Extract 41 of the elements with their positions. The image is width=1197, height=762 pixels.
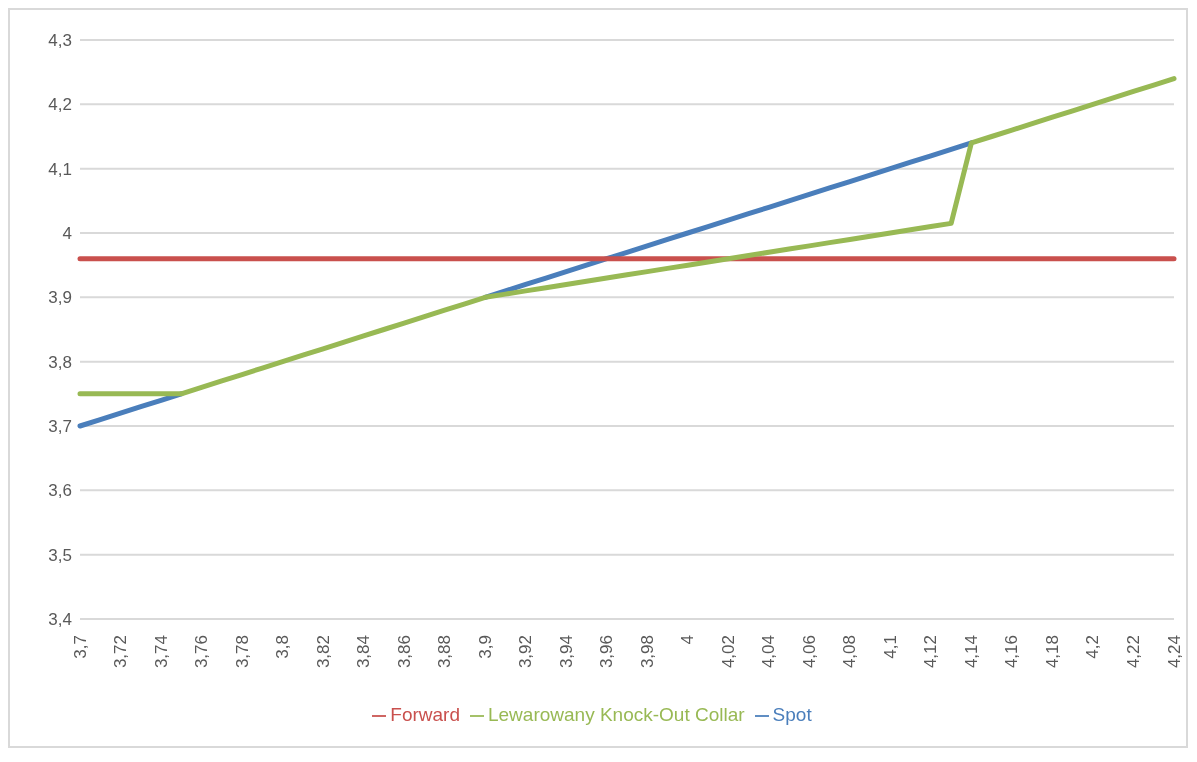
y-tick-label: 3,4	[48, 610, 72, 630]
y-tick-label: 4,2	[48, 95, 72, 115]
x-tick-label: 4,18	[1042, 635, 1062, 669]
x-tick-label: 3,84	[354, 635, 374, 669]
x-tick-label: 3,92	[516, 635, 536, 669]
x-tick-label: 4,02	[718, 635, 738, 669]
x-tick-label: 4,22	[1123, 635, 1143, 669]
y-tick-label: 3,8	[48, 352, 72, 372]
x-tick-label: 3,82	[313, 635, 333, 669]
x-tick-label: 3,98	[637, 635, 657, 669]
y-tick-label: 3,7	[48, 417, 72, 437]
x-tick-label: 3,96	[597, 635, 617, 669]
x-tick-label: 3,72	[111, 635, 131, 669]
x-tick-label: 4,06	[799, 635, 819, 669]
x-tick-label: 4,16	[1002, 635, 1022, 669]
x-tick-label: 4,08	[840, 635, 860, 669]
y-tick-label: 3,6	[48, 481, 72, 501]
legend-label: Spot	[772, 704, 812, 725]
legend-label: Lewarowany Knock-Out Collar	[487, 704, 745, 725]
x-tick-label: 4	[678, 635, 698, 645]
x-tick-label: 4,24	[1164, 635, 1184, 669]
y-tick-label: 4,1	[48, 159, 72, 179]
y-tick-label: 3,5	[48, 545, 72, 565]
legend-label: Forward	[390, 704, 460, 725]
x-tick-label: 3,86	[394, 635, 414, 669]
y-tick-label: 4	[62, 224, 72, 244]
x-tick-label: 4,04	[759, 635, 779, 669]
y-tick-label: 3,9	[48, 288, 72, 308]
x-tick-label: 3,7	[70, 635, 90, 659]
x-tick-label: 3,94	[556, 635, 576, 669]
x-tick-label: 3,88	[435, 635, 455, 669]
x-tick-label: 3,78	[232, 635, 252, 669]
x-tick-label: 4,14	[961, 635, 981, 669]
x-tick-label: 3,74	[151, 635, 171, 669]
x-tick-label: 3,8	[273, 635, 293, 659]
y-tick-label: 4,3	[48, 31, 72, 51]
x-tick-label: 4,1	[880, 635, 900, 659]
x-tick-label: 3,9	[475, 635, 495, 659]
x-tick-label: 4,12	[921, 635, 941, 669]
x-tick-label: 3,76	[192, 635, 212, 669]
x-tick-label: 4,2	[1083, 635, 1103, 659]
